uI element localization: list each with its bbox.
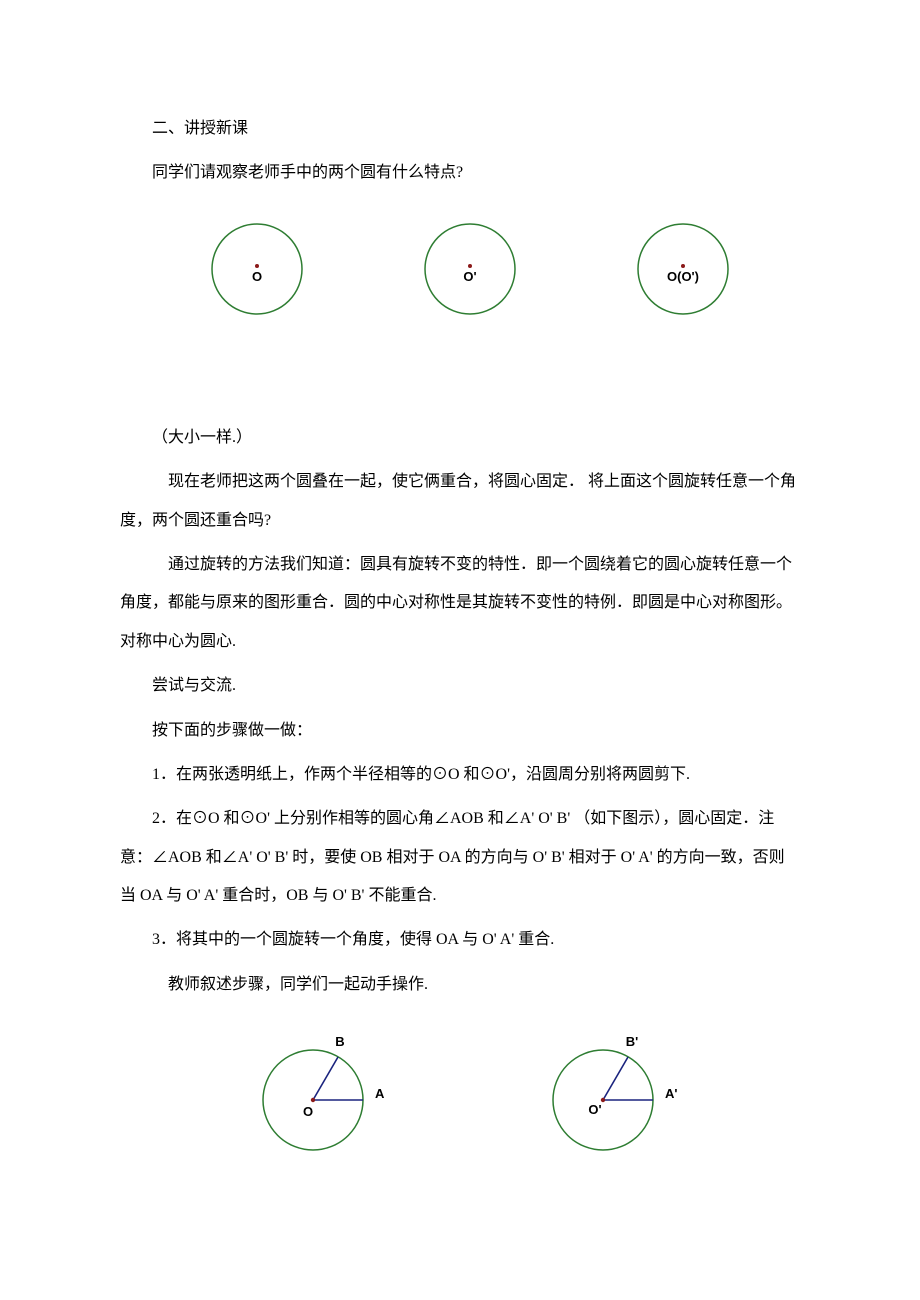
- step-3: 3．将其中的一个圆旋转一个角度，使得 OA 与 O' A' 重合.: [120, 921, 800, 959]
- intro-question: 同学们请观察老师手中的两个圆有什么特点?: [120, 154, 800, 192]
- angle-left-b: B: [335, 1034, 344, 1049]
- angle-right-center: O': [588, 1102, 601, 1117]
- circle-combined: O(O'): [633, 219, 733, 319]
- angle-circles-figure: O A B O' A' B': [120, 1010, 800, 1160]
- angle-right-a: A': [665, 1086, 677, 1101]
- circle-oprime-label: O': [463, 269, 476, 284]
- spacer: [120, 349, 800, 419]
- answer-same-size: （大小一样.）: [120, 419, 800, 457]
- step-2: 2．在⊙O 和⊙O' 上分别作相等的圆心角∠AOB 和∠A' O' B' （如下…: [120, 800, 800, 915]
- circle-o: O: [207, 219, 307, 319]
- overlay-question: 现在老师把这两个圆叠在一起，使它俩重合，将圆心固定． 将上面这个圆旋转任意一个角…: [120, 463, 800, 540]
- circle-o-label: O: [252, 269, 262, 284]
- circle-combined-svg: O(O'): [633, 219, 733, 319]
- teacher-note: 教师叙述步骤，同学们一起动手操作.: [120, 966, 800, 1004]
- circle-o-prime: O': [420, 219, 520, 319]
- section-heading: 二、讲授新课: [120, 110, 800, 148]
- angle-right-b: B': [625, 1034, 637, 1049]
- circle-oprime-svg: O': [420, 219, 520, 319]
- angle-left-a: A: [375, 1086, 385, 1101]
- try-and-exchange: 尝试与交流.: [120, 667, 800, 705]
- circle-o-svg: O: [207, 219, 307, 319]
- steps-intro: 按下面的步骤做一做：: [120, 712, 800, 750]
- angle-circle-left: O A B: [248, 1020, 398, 1160]
- rotation-property: 通过旋转的方法我们知道：圆具有旋转不变的特性．即一个圆绕着它的圆心旋转任意一个角…: [120, 546, 800, 661]
- three-circles-figure: O O' O(O'): [120, 199, 800, 349]
- step-1: 1．在两张透明纸上，作两个半径相等的⊙O 和⊙O'，沿圆周分别将两圆剪下.: [120, 756, 800, 794]
- circle-combined-label: O(O'): [667, 269, 699, 284]
- angle-right-svg: O' A' B': [533, 1020, 693, 1160]
- angle-left-svg: O A B: [248, 1020, 398, 1160]
- angle-left-center: O: [302, 1104, 312, 1119]
- angle-circle-right: O' A' B': [533, 1020, 693, 1160]
